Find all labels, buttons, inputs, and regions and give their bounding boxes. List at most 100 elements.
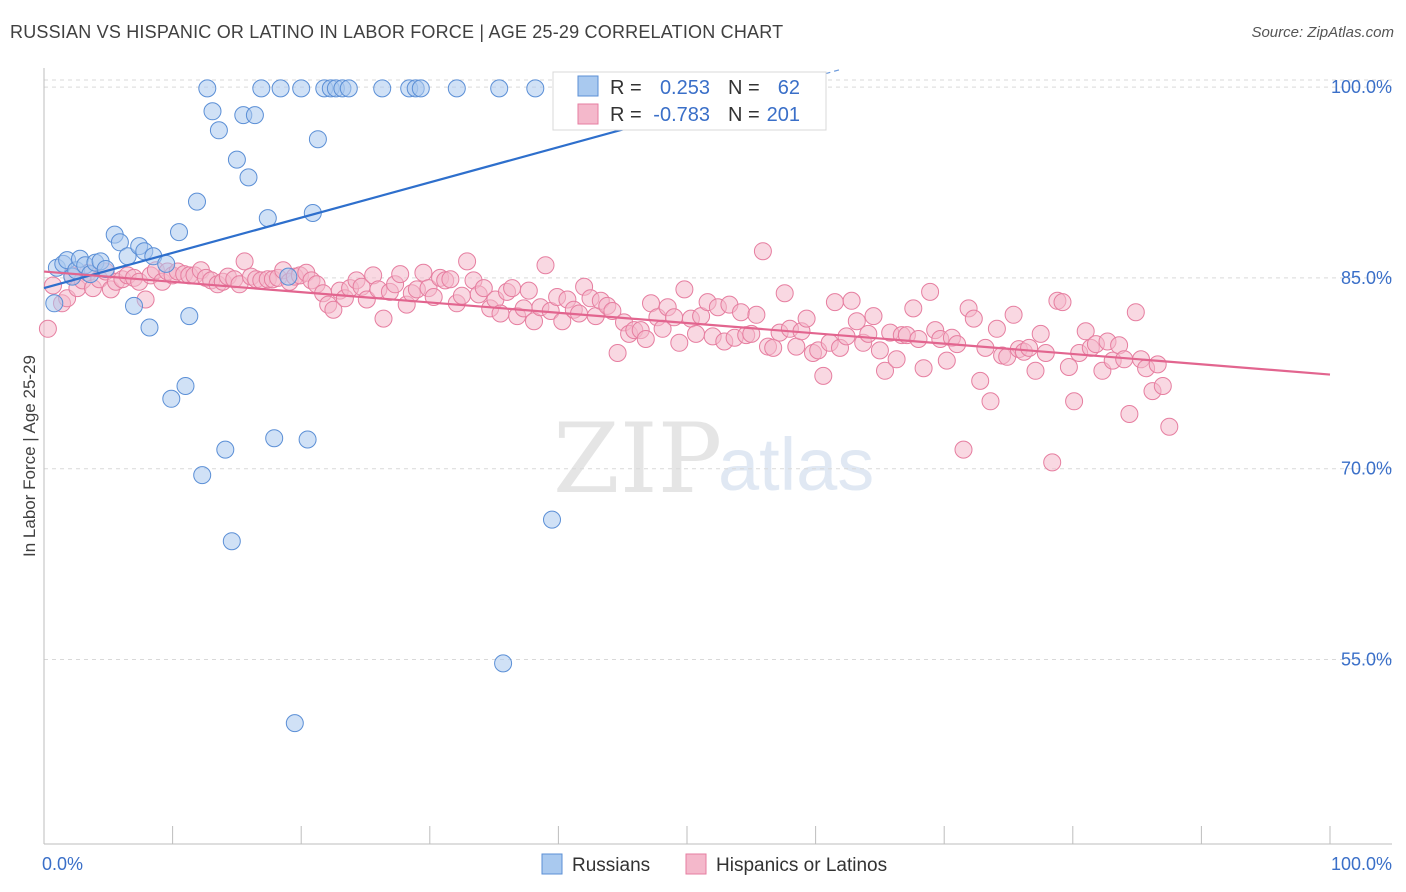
- hispanics-n-value: 201: [767, 104, 800, 126]
- hispanics-point: [921, 282, 940, 301]
- hispanics-point: [235, 252, 254, 271]
- hispanics-point: [825, 293, 844, 312]
- russians-r-label: R =: [610, 77, 642, 99]
- hispanics-point: [909, 330, 928, 348]
- hispanics-point: [797, 309, 816, 328]
- hispanics-point: [1053, 293, 1072, 312]
- hispanics-point: [1148, 355, 1167, 374]
- hispanics-point: [954, 440, 973, 459]
- hispanics-point: [904, 299, 923, 318]
- hispanics-point: [1004, 305, 1023, 324]
- hispanics-point: [859, 324, 878, 343]
- hispanics-point: [357, 290, 376, 309]
- hispanics-point: [914, 359, 933, 378]
- hispanics-point: [503, 279, 522, 298]
- hispanics-point: [452, 286, 471, 305]
- hispanics-point: [981, 392, 1000, 411]
- russians-point: [45, 294, 64, 313]
- russians-point: [339, 79, 358, 98]
- russians-point: [308, 130, 327, 149]
- y-tick-label: 55.0%: [1341, 650, 1392, 670]
- russians-point: [252, 79, 271, 98]
- russians-point: [203, 102, 222, 121]
- russians-point: [188, 192, 206, 211]
- hispanics-n-label: N =: [728, 104, 760, 126]
- hispanics-point: [964, 309, 983, 328]
- hispanics-point: [775, 284, 794, 303]
- russians-point: [222, 532, 241, 551]
- hispanics-point: [1076, 322, 1095, 341]
- hispanics-point: [987, 319, 1006, 338]
- hispanics-point: [536, 256, 555, 275]
- chart-title: RUSSIAN VS HISPANIC OR LATINO IN LABOR F…: [10, 22, 784, 42]
- russians-trendline: [43, 103, 714, 290]
- hispanics-point: [519, 281, 538, 300]
- hispanics-point: [324, 300, 343, 319]
- russians-point: [125, 296, 143, 315]
- axes: [43, 68, 1392, 845]
- russians-point: [239, 168, 258, 187]
- hispanics-point: [887, 350, 906, 369]
- hispanics-point: [1120, 405, 1139, 423]
- hispanics-point: [391, 265, 410, 284]
- hispanics-point: [814, 366, 833, 385]
- source-credit: Source: ZipAtlas.com: [1251, 24, 1394, 41]
- y-axis-title: In Labor Force | Age 25-29: [20, 355, 39, 557]
- russians-point: [216, 440, 235, 459]
- russians-point: [298, 430, 317, 449]
- russians-r-value: 0.253: [660, 77, 710, 99]
- legend-russians-label: Russians: [572, 855, 650, 876]
- hispanics-point: [1026, 361, 1045, 380]
- hispanics-point: [687, 324, 705, 343]
- watermark-atlas: atlas: [718, 423, 874, 506]
- legend-russians-swatch: [541, 853, 563, 875]
- y-tick-label: 70.0%: [1341, 459, 1392, 479]
- hispanics-point: [38, 319, 57, 338]
- hispanics-point: [1031, 324, 1050, 343]
- russians-point: [162, 389, 181, 408]
- hispanics-point: [787, 337, 806, 356]
- y-tick-label: 85.0%: [1341, 268, 1392, 288]
- hispanics-point: [842, 291, 861, 310]
- hispanics-point: [636, 330, 655, 348]
- hispanics-points: [38, 242, 1179, 472]
- hispanics-point: [876, 361, 894, 380]
- legend-hispanics-label: Hispanics or Latinos: [716, 855, 887, 876]
- watermark-zip: ZIP: [553, 403, 722, 515]
- hispanics-r-label: R =: [610, 104, 642, 126]
- hispanics-point: [441, 270, 460, 289]
- hispanics-point: [1020, 338, 1039, 357]
- russians-point: [490, 79, 509, 98]
- y-axis-tick-labels: 55.0% 70.0% 85.0% 100.0%: [1331, 77, 1392, 669]
- russians-point: [170, 223, 188, 242]
- russians-n-value: 62: [778, 77, 800, 99]
- hispanics-trendline: [43, 270, 1331, 376]
- russians-point: [526, 79, 545, 98]
- hispanics-point: [670, 333, 689, 352]
- russians-point: [180, 307, 199, 326]
- russians-stats-swatch: [577, 75, 599, 97]
- hispanics-point: [1160, 417, 1179, 436]
- hispanics-point: [937, 351, 956, 370]
- russians-point: [193, 466, 212, 485]
- russians-point: [198, 79, 217, 98]
- hispanics-point: [1153, 377, 1172, 395]
- hispanics-point: [675, 280, 694, 299]
- legend-hispanics-swatch: [685, 853, 707, 875]
- russians-point: [411, 79, 430, 98]
- russians-point: [279, 267, 298, 286]
- russians-point: [271, 79, 290, 98]
- hispanics-point: [747, 305, 766, 324]
- russians-point: [543, 510, 561, 529]
- stats-legend-box: R = 0.253 N = 62 R = -0.783 N = 201: [552, 71, 827, 131]
- hispanics-point: [732, 303, 750, 322]
- hispanics-point: [764, 338, 783, 357]
- russians-point: [285, 714, 304, 733]
- hispanics-stats-swatch: [577, 103, 599, 125]
- hispanics-point: [870, 341, 889, 360]
- hispanics-point: [374, 309, 393, 328]
- hispanics-r-value: -0.783: [653, 104, 710, 126]
- hispanics-point: [1065, 392, 1084, 411]
- hispanics-point: [424, 288, 443, 306]
